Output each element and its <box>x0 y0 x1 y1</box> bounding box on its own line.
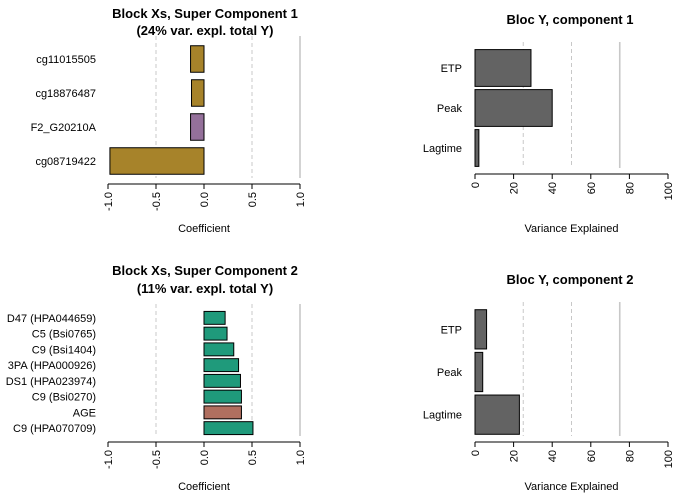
bar-3pa-hpa000926 <box>203 358 240 373</box>
x-tick-label: 40 <box>547 182 559 194</box>
x-axis-label: Variance Explained <box>525 481 619 493</box>
category-label: DS1 (HPA023974) <box>6 376 96 388</box>
x-tick-label: -1.0 <box>103 450 115 469</box>
x-tick-label: 1.0 <box>295 192 307 207</box>
bar-age <box>203 405 242 420</box>
x-tick-label: 1.0 <box>295 450 307 465</box>
panel-bloc-y-component-2: Bloc Y, component 2 ETP Peak Lagtime 0 20 40 60… <box>423 272 675 493</box>
x-tick-label: 60 <box>586 182 598 194</box>
bar-ds1-hpa023974 <box>203 373 241 388</box>
x-tick-label: 20 <box>509 450 521 462</box>
bar-c5-bsi0765 <box>203 326 228 341</box>
x-axis-label: Coefficient <box>178 223 230 235</box>
category-label: C9 (HPA070709) <box>13 423 96 435</box>
category-label: cg18876487 <box>35 88 96 100</box>
x-tick-label: 0 <box>470 450 482 456</box>
x-tick-label: 0.0 <box>199 192 211 207</box>
x-axis-label: Coefficient <box>178 481 230 493</box>
panel-block-xs-super-component-2: Block Xs, Super Component 2 (11% var. exp… <box>6 263 307 493</box>
bar-d47-hpa044659 <box>203 310 226 325</box>
bar-etp <box>474 49 532 87</box>
bar-cg11015505 <box>190 45 205 73</box>
category-label: ETP <box>441 324 462 336</box>
panel-block-xs-super-component-1: Block Xs, Super Component 1 (24% var. exp… <box>31 6 307 235</box>
x-tick-label: 60 <box>586 450 598 462</box>
category-label: C9 (Bsi0270) <box>32 392 96 404</box>
bar-cg18876487 <box>191 79 205 107</box>
category-label: F2_G20210A <box>31 122 97 134</box>
category-label: Lagtime <box>423 143 462 155</box>
category-label: 3PA (HPA000926) <box>8 360 96 372</box>
x-axis-label: Variance Explained <box>525 223 619 235</box>
chart-title: Block Xs, Super Component 1 <box>112 6 298 21</box>
category-label: Peak <box>437 367 463 379</box>
category-label: ETP <box>441 63 462 75</box>
chart-title: Block Xs, Super Component 2 <box>112 263 298 278</box>
x-tick-label: 80 <box>624 450 636 462</box>
category-label: Lagtime <box>423 410 462 422</box>
x-tick-label: 100 <box>663 182 675 200</box>
bar-lagtime <box>474 394 520 435</box>
category-label: AGE <box>73 407 96 419</box>
bar-lagtime <box>474 129 480 167</box>
x-tick-label: 0.0 <box>199 450 211 465</box>
bar-cg08719422 <box>109 147 205 175</box>
chart-subtitle: (24% var. expl. total Y) <box>136 23 273 38</box>
chart-title: Bloc Y, component 1 <box>507 12 634 27</box>
x-tick-label: -0.5 <box>151 192 163 211</box>
x-tick-label: 0 <box>470 182 482 188</box>
x-tick-label: 20 <box>509 182 521 194</box>
category-label: cg11015505 <box>36 54 96 66</box>
chart-subtitle: (11% var. expl. total Y) <box>137 281 273 296</box>
bar-c9-bsi0270 <box>203 389 242 404</box>
category-label: Peak <box>437 103 463 115</box>
category-label: D47 (HPA044659) <box>7 313 96 325</box>
bar-c9-hpa070709 <box>203 421 254 436</box>
x-tick-label: 0.5 <box>247 192 259 207</box>
category-label: cg08719422 <box>35 156 96 168</box>
bar-f2-g20210a <box>190 113 205 141</box>
x-tick-label: 100 <box>663 450 675 468</box>
bar-c9-bsi1404 <box>203 342 235 357</box>
bar-peak <box>474 351 484 393</box>
x-tick-label: 40 <box>547 450 559 462</box>
x-tick-label: -0.5 <box>151 450 163 469</box>
x-tick-label: -1.0 <box>103 192 115 211</box>
bar-peak <box>474 89 553 127</box>
bar-etp <box>474 309 488 350</box>
category-label: C9 (Bsi1404) <box>32 344 96 356</box>
category-label: C5 (Bsi0765) <box>32 329 96 341</box>
panel-bloc-y-component-1: Bloc Y, component 1 ETP Peak Lagtime 0 20 40 60… <box>423 12 675 235</box>
x-tick-label: 80 <box>624 182 636 194</box>
x-tick-label: 0.5 <box>247 450 259 465</box>
chart-title: Bloc Y, component 2 <box>507 272 634 287</box>
